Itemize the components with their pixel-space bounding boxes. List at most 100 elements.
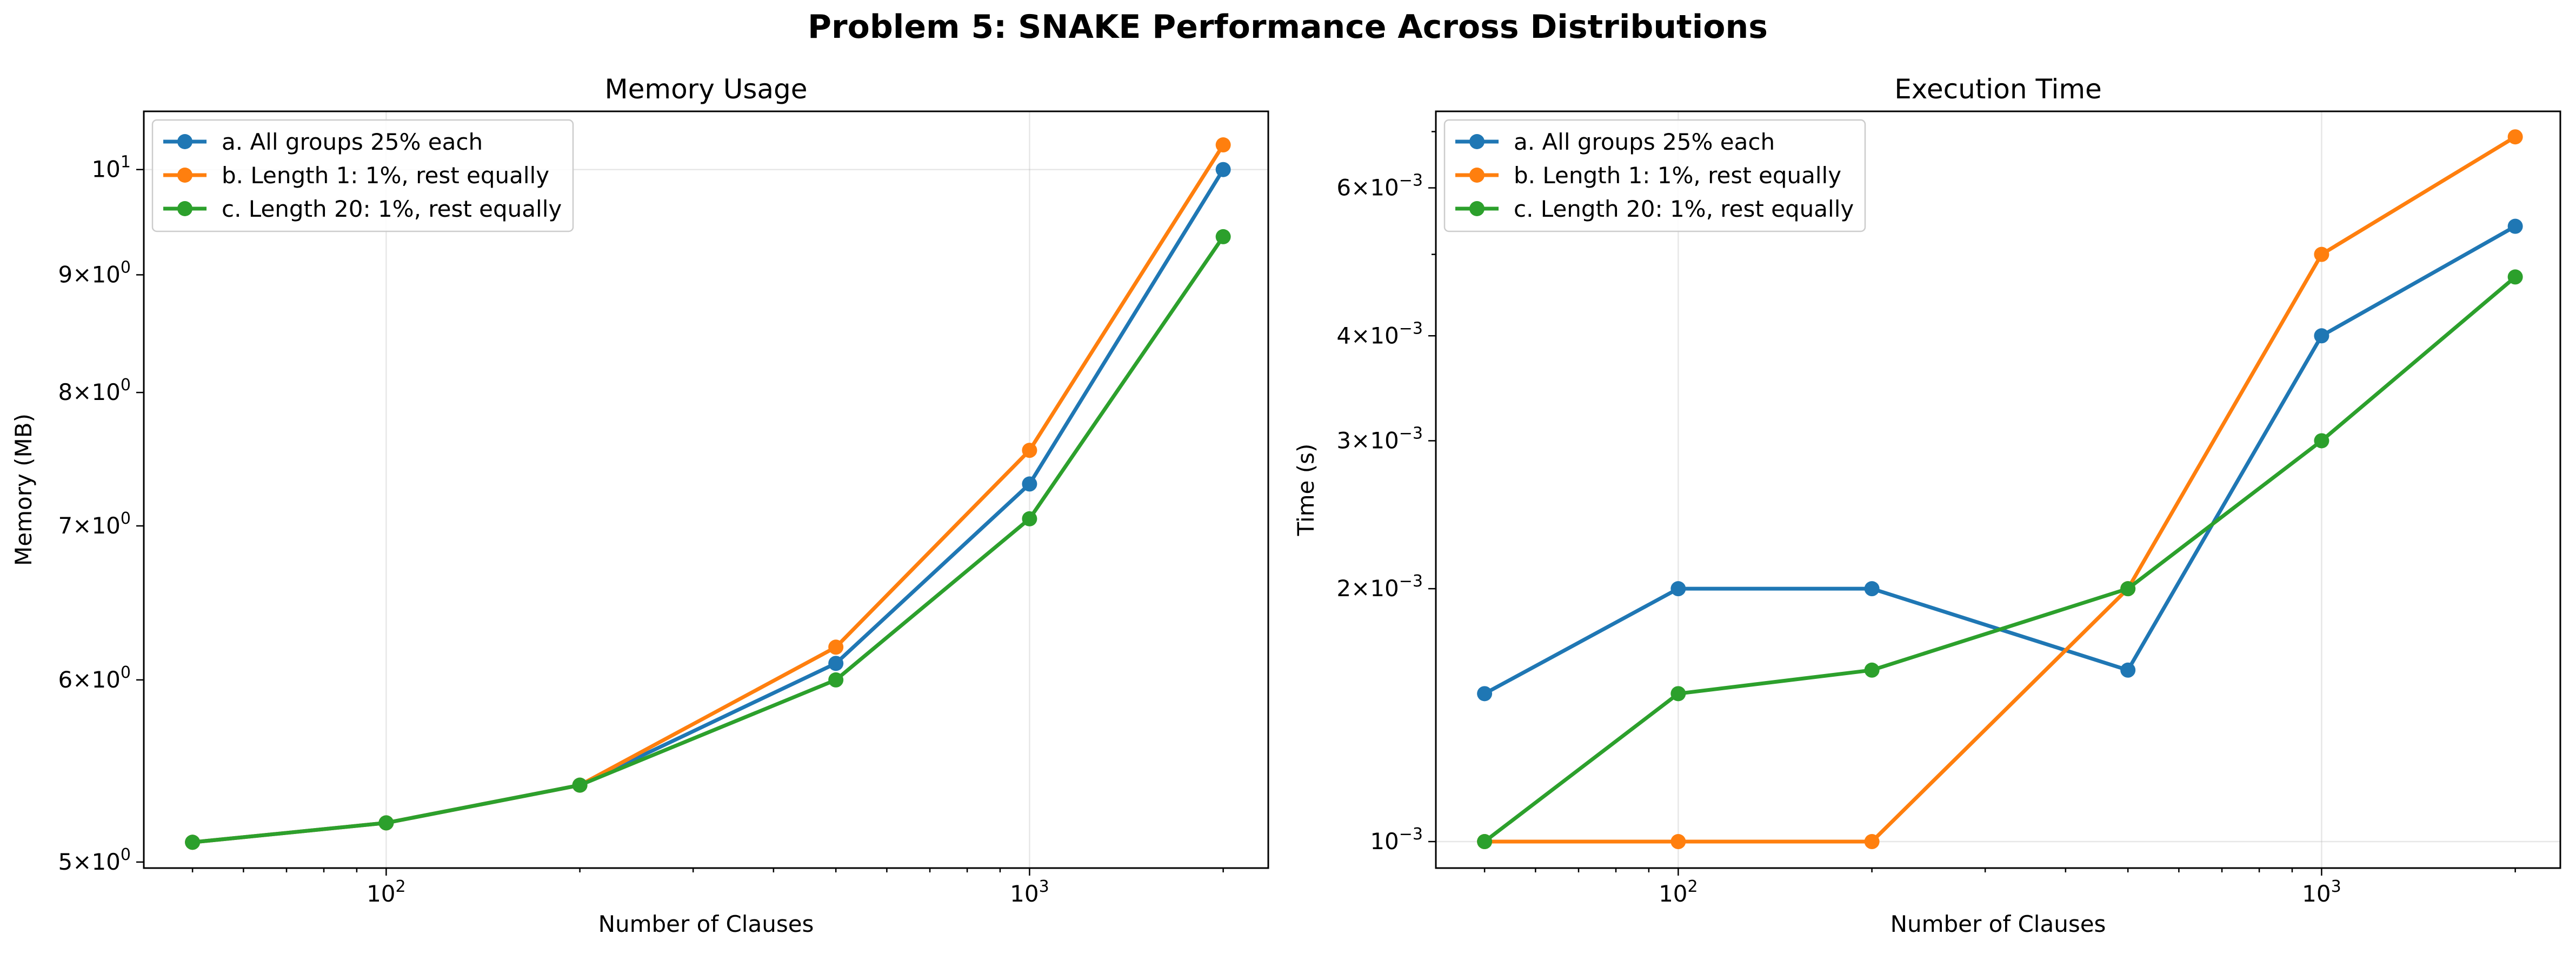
y-tick-times-ten: ×10 bbox=[1351, 575, 1399, 602]
y-tick-exponent: −3 bbox=[1399, 171, 1423, 190]
series-line bbox=[190, 235, 1226, 844]
x-axis-label: Number of Clauses bbox=[1891, 911, 2106, 937]
x-tick-label: 102 bbox=[367, 877, 406, 907]
legend-box bbox=[1443, 119, 1866, 232]
legend: a. All groups 25% each b. Length 1: 1%, r… bbox=[151, 119, 574, 232]
data-point bbox=[1864, 581, 1880, 597]
y-tick-label: 6×10−3 bbox=[1336, 171, 1423, 201]
y-tick-times-ten: ×10 bbox=[72, 261, 121, 288]
memory-usage-chart: 102 1035×1006×1007×1008×1009×100101Memory… bbox=[10, 74, 1269, 937]
y-tick-times-ten: ×10 bbox=[1351, 427, 1399, 453]
figure-title: Problem 5: SNAKE Performance Across Dist… bbox=[808, 8, 1768, 46]
legend-marker bbox=[1469, 134, 1485, 149]
data-point bbox=[2314, 246, 2329, 262]
y-tick-mantissa: 2 bbox=[1336, 575, 1351, 602]
y-tick-label: 8×100 bbox=[58, 376, 131, 405]
data-point bbox=[185, 835, 201, 850]
data-point bbox=[2120, 662, 2136, 678]
series-c bbox=[185, 229, 1231, 850]
data-point bbox=[2507, 218, 2523, 234]
data-point bbox=[572, 777, 588, 793]
y-tick-exponent: 1 bbox=[121, 153, 131, 172]
y-tick-exponent: 0 bbox=[121, 509, 131, 528]
y-tick-exponent: 0 bbox=[121, 258, 131, 277]
plot-frame bbox=[143, 110, 1269, 869]
y-tick-times-ten: ×10 bbox=[72, 512, 121, 539]
series-c bbox=[1477, 269, 2523, 850]
y-tick-label: 101 bbox=[91, 153, 131, 183]
series-line bbox=[1482, 135, 2518, 844]
y-tick-base: 10 bbox=[91, 156, 120, 183]
x-tick-base: 10 bbox=[367, 880, 395, 907]
y-tick-mantissa: 7 bbox=[58, 512, 73, 539]
series-line bbox=[1482, 275, 2518, 844]
y-tick-times-ten: ×10 bbox=[72, 666, 121, 693]
legend-item-b: b. Length 1: 1%, rest equally bbox=[163, 162, 549, 189]
legend-label: b. Length 1: 1%, rest equally bbox=[1514, 162, 1841, 189]
data-point bbox=[1864, 834, 1880, 850]
x-tick-base: 10 bbox=[1659, 880, 1687, 907]
y-tick-times-ten: ×10 bbox=[72, 379, 121, 405]
y-tick-mantissa: 5 bbox=[58, 849, 73, 875]
y-tick-mantissa: 9 bbox=[58, 261, 73, 288]
x-tick-exponent: 2 bbox=[396, 877, 406, 896]
y-tick-times-ten: ×10 bbox=[1351, 175, 1399, 201]
y-tick-mantissa: 6 bbox=[58, 666, 73, 693]
y-tick-label: 10−3 bbox=[1370, 825, 1423, 855]
y-tick-times-ten: ×10 bbox=[1351, 322, 1399, 349]
x-tick-base: 10 bbox=[1010, 880, 1039, 907]
y-tick-label: 7×100 bbox=[58, 509, 131, 539]
data-point bbox=[828, 639, 844, 655]
data-point bbox=[2507, 269, 2523, 285]
legend-label: a. All groups 25% each bbox=[1514, 129, 1775, 155]
legend-item-c: c. Length 20: 1%, rest equally bbox=[1455, 196, 1854, 222]
plot-frame bbox=[1435, 110, 2561, 869]
data-point bbox=[1022, 476, 1037, 492]
chart-title: Execution Time bbox=[1894, 74, 2102, 105]
legend-marker bbox=[177, 134, 192, 149]
data-point bbox=[1022, 443, 1037, 458]
data-point bbox=[828, 656, 844, 671]
y-tick-base: 10 bbox=[1370, 828, 1399, 855]
y-axis-label: Memory (MB) bbox=[10, 413, 37, 566]
data-point bbox=[1670, 581, 1686, 597]
x-tick-exponent: 2 bbox=[1688, 877, 1698, 896]
data-point bbox=[1864, 662, 1880, 678]
x-tick-label: 103 bbox=[1010, 877, 1049, 907]
y-tick-label: 3×10−3 bbox=[1336, 424, 1423, 453]
y-tick-mantissa: 4 bbox=[1336, 322, 1351, 349]
y-tick-exponent: 0 bbox=[121, 376, 131, 395]
x-tick-exponent: 3 bbox=[1039, 877, 1049, 896]
legend-label: a. All groups 25% each bbox=[222, 129, 483, 155]
y-tick-label: 2×10−3 bbox=[1336, 572, 1423, 602]
data-point bbox=[2120, 581, 2136, 597]
legend-marker bbox=[1469, 168, 1485, 183]
data-point bbox=[2314, 328, 2329, 344]
data-point bbox=[2507, 129, 2523, 145]
chart-title: Memory Usage bbox=[604, 74, 807, 105]
y-tick-label: 9×100 bbox=[58, 258, 131, 288]
legend: a. All groups 25% each b. Length 1: 1%, r… bbox=[1443, 119, 1866, 232]
data-point bbox=[2314, 433, 2329, 449]
y-tick-mantissa: 3 bbox=[1336, 427, 1351, 453]
y-tick-mantissa: 6 bbox=[1336, 175, 1351, 201]
x-axis-label: Number of Clauses bbox=[598, 911, 814, 937]
data-point bbox=[1670, 686, 1686, 702]
y-tick-exponent: 0 bbox=[121, 663, 131, 682]
data-point bbox=[1215, 229, 1231, 244]
data-point bbox=[378, 815, 394, 831]
data-point bbox=[828, 672, 844, 688]
y-tick-label: 6×100 bbox=[58, 663, 131, 693]
y-axis-label: Time (s) bbox=[1293, 444, 1319, 537]
x-tick-exponent: 3 bbox=[2331, 877, 2341, 896]
data-point bbox=[1022, 511, 1037, 526]
execution-time-chart: 102 10310−32×10−33×10−34×10−36×10−3Execut… bbox=[1293, 74, 2561, 937]
y-tick-exponent: −3 bbox=[1399, 572, 1423, 591]
y-tick-label: 5×100 bbox=[58, 845, 131, 875]
data-point bbox=[1670, 834, 1686, 850]
data-point bbox=[1215, 162, 1231, 177]
legend-marker bbox=[1469, 201, 1485, 216]
y-tick-exponent: 0 bbox=[121, 845, 131, 864]
legend-item-c: c. Length 20: 1%, rest equally bbox=[163, 196, 562, 222]
